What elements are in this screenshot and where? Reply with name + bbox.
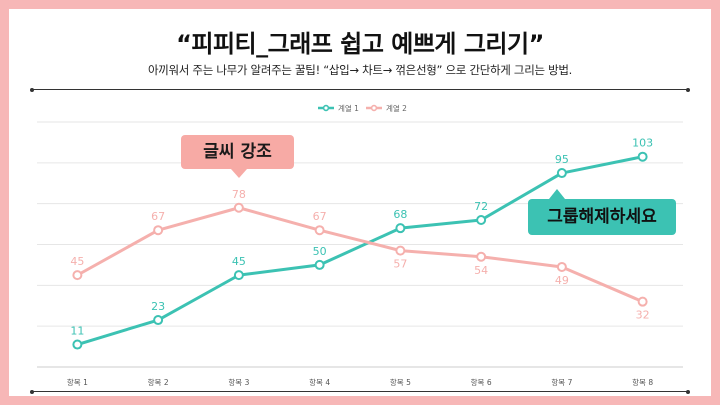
data-point bbox=[314, 225, 325, 236]
ungroup-callout: 그룹해제하세요 bbox=[528, 189, 676, 235]
data-point bbox=[233, 270, 244, 281]
data-label: 45 bbox=[70, 255, 84, 268]
data-point bbox=[556, 261, 567, 272]
data-point bbox=[314, 259, 325, 270]
data-label: 32 bbox=[636, 309, 650, 322]
data-label: 45 bbox=[232, 255, 246, 268]
legend-marker bbox=[322, 104, 330, 112]
series-line bbox=[76, 206, 644, 304]
data-point bbox=[72, 339, 83, 350]
data-label: 50 bbox=[313, 245, 327, 258]
legend-label: 계열 2 bbox=[386, 103, 407, 113]
data-point bbox=[395, 223, 406, 234]
data-point bbox=[153, 225, 164, 236]
top-divider bbox=[32, 89, 688, 90]
emphasis-callout: 글씨 강조 bbox=[181, 135, 294, 178]
data-point bbox=[395, 245, 406, 256]
data-label: 57 bbox=[393, 258, 407, 271]
data-label: 103 bbox=[632, 137, 653, 150]
data-label: 67 bbox=[151, 210, 165, 223]
data-label: 95 bbox=[555, 153, 569, 166]
data-point bbox=[153, 315, 164, 326]
data-point bbox=[476, 251, 487, 262]
data-point bbox=[637, 296, 648, 307]
data-label: 72 bbox=[474, 200, 488, 213]
data-label: 23 bbox=[151, 300, 165, 313]
x-tick-label: 항목 5 bbox=[390, 378, 411, 387]
bottom-divider-right-dot bbox=[686, 389, 690, 394]
data-label: 54 bbox=[474, 264, 488, 277]
data-label: 11 bbox=[70, 325, 84, 338]
legend-label: 계열 1 bbox=[338, 103, 359, 113]
data-point bbox=[637, 151, 648, 162]
series-line bbox=[76, 155, 643, 346]
slide-subtitle: 아끼워서 주는 나무가 알려주는 꿀팁! “삽입→ 차트→ 꺾은선형” 으로 간… bbox=[147, 63, 573, 77]
data-label: 67 bbox=[313, 210, 327, 223]
data-point bbox=[72, 270, 83, 281]
x-tick-label: 항목 3 bbox=[228, 378, 249, 387]
x-tick-label: 항목 2 bbox=[148, 378, 169, 387]
x-tick-label: 항목 8 bbox=[632, 378, 653, 387]
data-point bbox=[233, 202, 244, 213]
bottom-divider bbox=[32, 391, 688, 392]
x-tick-label: 항목 4 bbox=[309, 378, 330, 387]
top-divider-left-dot bbox=[30, 87, 34, 92]
legend-marker bbox=[370, 104, 378, 112]
data-label: 49 bbox=[555, 274, 569, 287]
top-divider-right-dot bbox=[686, 87, 690, 92]
bottom-divider-left-dot bbox=[30, 389, 34, 394]
slide-title: “피피티_그래프 쉽고 예쁘게 그리기” bbox=[176, 30, 544, 58]
data-point bbox=[476, 215, 487, 225]
data-label: 68 bbox=[393, 208, 407, 221]
x-tick-label: 항목 6 bbox=[471, 378, 492, 387]
x-tick-label: 항목 1 bbox=[67, 378, 88, 387]
x-tick-label: 항목 7 bbox=[551, 378, 572, 387]
data-point bbox=[556, 168, 567, 179]
data-label: 78 bbox=[232, 188, 246, 201]
